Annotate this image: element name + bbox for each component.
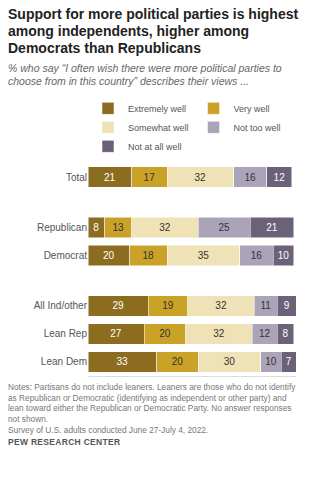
svg-text:Extremely well: Extremely well — [128, 104, 186, 114]
svg-text:19: 19 — [162, 300, 174, 311]
svg-text:18: 18 — [143, 250, 155, 261]
svg-text:20: 20 — [159, 328, 171, 339]
html-text:Notes: Partisans do not includ: Notes: Partisans do not include leaners.… — [8, 382, 296, 424]
svg-text:20: 20 — [103, 250, 115, 261]
svg-text:Lean Dem: Lean Dem — [41, 356, 87, 367]
svg-text:32: 32 — [159, 222, 171, 233]
svg-text:Lean Rep: Lean Rep — [44, 328, 88, 339]
svg-text:27: 27 — [110, 328, 122, 339]
svg-text:16: 16 — [244, 172, 256, 183]
svg-text:32: 32 — [195, 172, 207, 183]
svg-text:21: 21 — [266, 222, 278, 233]
svg-text:32: 32 — [215, 300, 227, 311]
svg-text:20: 20 — [172, 356, 184, 367]
svg-text:All Ind/other: All Ind/other — [34, 300, 88, 311]
html-text:% who say “I often wish there: % who say “I often wish there were more … — [8, 62, 282, 87]
svg-text:35: 35 — [198, 250, 210, 261]
svg-text:13: 13 — [112, 222, 124, 233]
html-text:Survey of U.S. adults conducte: Survey of U.S. adults conducted June 27-… — [8, 425, 209, 435]
svg-text:10: 10 — [265, 356, 277, 367]
svg-text:11: 11 — [260, 300, 271, 311]
svg-text:8: 8 — [93, 222, 99, 233]
svg-text:7: 7 — [286, 356, 292, 367]
svg-text:Total: Total — [66, 172, 87, 183]
svg-text:Democrat: Democrat — [44, 250, 88, 261]
svg-text:Not at all well: Not at all well — [128, 142, 182, 152]
svg-text:21: 21 — [104, 172, 116, 183]
svg-text:29: 29 — [112, 300, 124, 311]
svg-text:10: 10 — [278, 250, 290, 261]
html-text:Support for more political par: Support for more political parties is hi… — [8, 6, 299, 56]
svg-text:Somewhat well: Somewhat well — [128, 123, 189, 133]
svg-text:17: 17 — [144, 172, 156, 183]
svg-text:12: 12 — [274, 172, 286, 183]
svg-text:Republican: Republican — [37, 222, 87, 233]
svg-text:33: 33 — [117, 356, 129, 367]
svg-text:12: 12 — [259, 328, 271, 339]
svg-text:8: 8 — [283, 328, 289, 339]
svg-text:30: 30 — [224, 356, 236, 367]
svg-text:32: 32 — [213, 328, 225, 339]
svg-text:25: 25 — [218, 222, 230, 233]
svg-text:Not too well: Not too well — [234, 123, 281, 133]
html-text:PEW RESEARCH CENTER: PEW RESEARCH CENTER — [8, 436, 121, 447]
svg-text:Very well: Very well — [234, 104, 270, 114]
svg-text:9: 9 — [284, 300, 290, 311]
svg-text:16: 16 — [251, 250, 263, 261]
